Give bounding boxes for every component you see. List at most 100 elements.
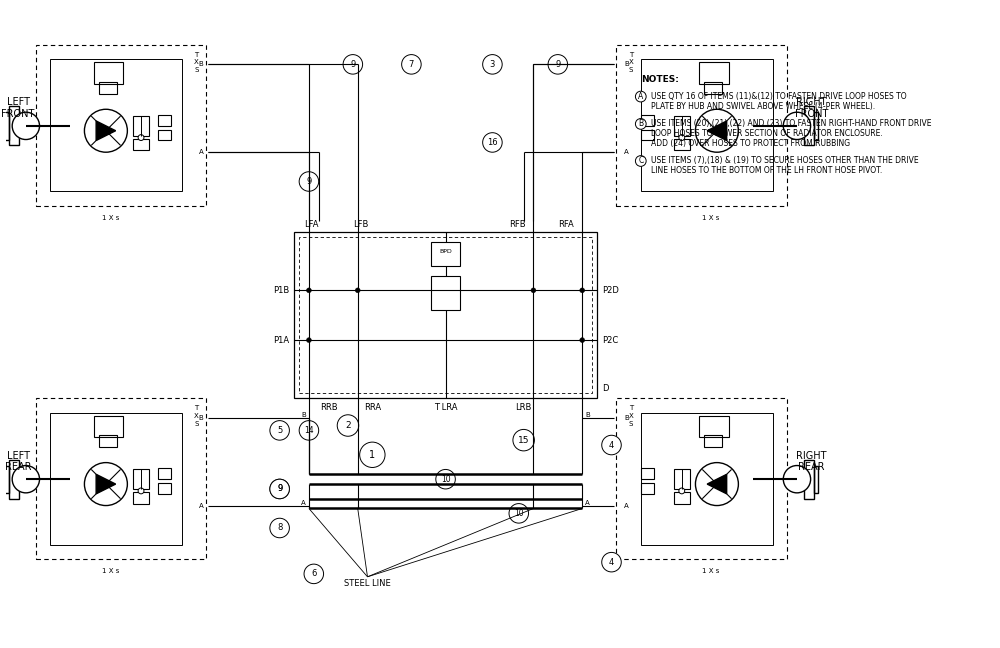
Text: T: T xyxy=(629,405,633,411)
Bar xyxy=(99,82,117,94)
Circle shape xyxy=(483,133,502,152)
Circle shape xyxy=(635,119,646,129)
Text: PLATE BY HUB AND SWIVEL ABOVE WHEEL (4-PER WHEEL).: PLATE BY HUB AND SWIVEL ABOVE WHEEL (4-P… xyxy=(651,102,875,111)
Text: 10: 10 xyxy=(441,475,450,483)
Text: ADD (24) OVER HOSES TO PROTECT FROM RUBBING: ADD (24) OVER HOSES TO PROTECT FROM RUBB… xyxy=(651,139,850,148)
Text: X: X xyxy=(194,413,199,419)
Bar xyxy=(4,465,9,493)
Text: RFA: RFA xyxy=(558,220,574,229)
Bar xyxy=(674,139,690,150)
Text: USE ITEMS (7),(18) & (19) TO SECURE HOSES OTHER THAN THE DRIVE: USE ITEMS (7),(18) & (19) TO SECURE HOSE… xyxy=(651,157,918,165)
Circle shape xyxy=(483,54,502,74)
Text: P2C: P2C xyxy=(602,336,618,345)
Bar xyxy=(158,130,171,141)
Bar xyxy=(133,492,149,503)
Text: STEEL LINE: STEEL LINE xyxy=(344,579,391,588)
Text: T: T xyxy=(629,52,633,58)
Circle shape xyxy=(306,338,311,343)
Text: B: B xyxy=(199,415,203,421)
Text: 4: 4 xyxy=(609,441,614,450)
Text: A: A xyxy=(199,503,203,509)
Bar xyxy=(641,469,654,479)
Text: RRB: RRB xyxy=(320,404,337,412)
Polygon shape xyxy=(707,474,727,494)
Text: X: X xyxy=(629,60,633,65)
Text: 6: 6 xyxy=(311,570,316,579)
Circle shape xyxy=(602,552,621,572)
Circle shape xyxy=(304,564,324,584)
Text: T LRA: T LRA xyxy=(434,404,457,412)
Circle shape xyxy=(602,435,621,455)
Text: P2D: P2D xyxy=(602,286,619,295)
Bar xyxy=(158,115,171,126)
Bar xyxy=(158,469,171,479)
Circle shape xyxy=(299,172,319,191)
Text: 7: 7 xyxy=(409,60,414,69)
Text: USE ITEMS (20),(21),(22) AND (23) TO FASTEN RIGHT-HAND FRONT DRIVE: USE ITEMS (20),(21),(22) AND (23) TO FAS… xyxy=(651,119,931,128)
Text: LEFT
FRONT: LEFT FRONT xyxy=(1,97,35,119)
Text: A: A xyxy=(301,500,306,505)
Bar xyxy=(94,416,123,437)
Text: T: T xyxy=(195,52,199,58)
Circle shape xyxy=(695,110,738,152)
Text: C: C xyxy=(638,157,643,165)
Text: 1 X s: 1 X s xyxy=(102,568,119,574)
Bar xyxy=(641,130,654,141)
Text: 14: 14 xyxy=(304,426,314,435)
Bar xyxy=(299,237,592,393)
Bar xyxy=(294,232,597,398)
Bar xyxy=(99,435,117,447)
Text: RIGHT
FRONT: RIGHT FRONT xyxy=(795,97,828,119)
Text: LINE HOSES TO THE BOTTOM OF THE LH FRONT HOSE PIVOT.: LINE HOSES TO THE BOTTOM OF THE LH FRONT… xyxy=(651,167,882,175)
Text: RIGHT
REAR: RIGHT REAR xyxy=(796,451,827,472)
Circle shape xyxy=(783,112,811,139)
Text: 9: 9 xyxy=(555,60,560,69)
Bar xyxy=(699,416,729,437)
Bar xyxy=(674,116,690,135)
Text: RRA: RRA xyxy=(364,404,381,412)
Circle shape xyxy=(679,135,685,141)
Text: A: A xyxy=(199,149,203,156)
Text: 9: 9 xyxy=(277,485,282,494)
Text: A: A xyxy=(585,500,590,505)
Text: S: S xyxy=(629,67,633,73)
Text: 9: 9 xyxy=(350,60,355,69)
Circle shape xyxy=(635,91,646,102)
Circle shape xyxy=(84,110,127,152)
Bar xyxy=(814,112,818,139)
Circle shape xyxy=(580,338,585,343)
Circle shape xyxy=(355,288,360,293)
Bar xyxy=(674,492,690,503)
Bar xyxy=(641,60,773,191)
Bar xyxy=(133,116,149,135)
Circle shape xyxy=(138,135,144,141)
Circle shape xyxy=(509,503,529,523)
Text: S: S xyxy=(194,67,199,73)
Text: USE QTY 16 OF ITEMS (11)&(12) TO FASTEN DRIVE LOOP HOSES TO: USE QTY 16 OF ITEMS (11)&(12) TO FASTEN … xyxy=(651,92,906,101)
Text: B: B xyxy=(624,415,629,421)
Bar xyxy=(158,483,171,494)
Text: 2: 2 xyxy=(345,421,351,430)
Bar xyxy=(4,112,9,139)
Text: A: A xyxy=(624,149,629,156)
Text: LOOP HOSES TO LOWER SECTION OF RADIATOR ENCLOSURE.: LOOP HOSES TO LOWER SECTION OF RADIATOR … xyxy=(651,129,882,138)
Text: X: X xyxy=(629,413,633,419)
Text: 1 X s: 1 X s xyxy=(102,214,119,220)
Bar xyxy=(431,242,460,266)
Text: 1: 1 xyxy=(369,450,375,460)
Bar xyxy=(50,60,182,191)
Circle shape xyxy=(138,488,144,494)
Bar xyxy=(36,45,206,206)
Bar xyxy=(133,469,149,489)
Circle shape xyxy=(436,469,455,489)
Text: 15: 15 xyxy=(518,435,529,445)
Text: X: X xyxy=(194,60,199,65)
Text: S: S xyxy=(194,421,199,426)
Text: P1A: P1A xyxy=(273,336,289,345)
Bar xyxy=(641,483,654,494)
Circle shape xyxy=(402,54,421,74)
Text: LFA: LFA xyxy=(304,220,319,229)
Text: 4: 4 xyxy=(609,558,614,566)
Bar xyxy=(616,398,787,559)
Text: A: A xyxy=(624,503,629,509)
